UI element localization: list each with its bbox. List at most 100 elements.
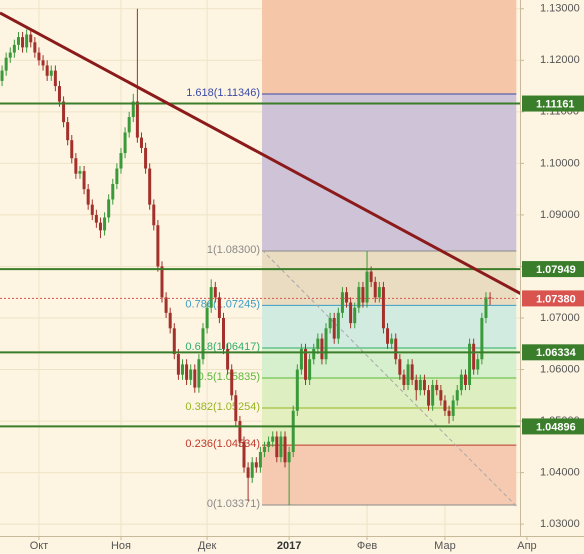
candle-body (476, 359, 480, 370)
candle-body (144, 147, 148, 169)
candle-body (4, 57, 8, 71)
candle-body (78, 171, 82, 174)
candle-body (455, 390, 459, 401)
candle-body (246, 467, 250, 478)
candle-body (193, 369, 197, 388)
candle-body (176, 354, 180, 375)
candle-body (283, 436, 287, 463)
candle-body (402, 374, 406, 385)
candle-body (127, 116, 131, 133)
x-tick-label: Фев (357, 540, 377, 552)
y-tick-label: 1.03000 (540, 518, 580, 530)
candle-body (66, 122, 70, 141)
level-box (522, 418, 584, 435)
candle-body (468, 343, 472, 385)
candle-body (168, 312, 172, 329)
candle-body (25, 34, 29, 48)
candle-body (119, 153, 123, 169)
y-tick-label: 1.07000 (540, 312, 580, 324)
candle-body (21, 37, 25, 48)
candle-body (53, 70, 57, 87)
level-label: 1.07949 (536, 264, 576, 276)
fib-zone (262, 94, 517, 251)
candle-body (336, 312, 340, 339)
candle-body (373, 281, 377, 298)
candle-body (361, 287, 365, 303)
candle-body (431, 384, 435, 406)
candle-body (332, 317, 336, 339)
fib-label: 0.236(1.04534) (185, 438, 260, 450)
candle-body (386, 328, 390, 344)
candle-body (123, 132, 127, 154)
plot-area: 1.618(1.11346) 1(1.08300) 0.786(1.07245) 0.… (0, 0, 520, 536)
candle-body (295, 369, 299, 411)
candle-body (197, 359, 201, 388)
y-tick-label: 1.12000 (540, 54, 580, 66)
candle-body (480, 317, 484, 360)
candle-body (230, 369, 234, 396)
candle-body (398, 359, 402, 375)
x-tick-label: Апр (517, 540, 536, 552)
candle-body (267, 441, 271, 447)
fib-zone (262, 305, 517, 349)
x-tick-label: Мар (434, 540, 456, 552)
candle-body (205, 307, 209, 329)
candle-body (62, 101, 66, 123)
candle-body (279, 436, 283, 458)
candle-body (90, 204, 94, 215)
candle-body (258, 451, 262, 468)
candle-body (160, 266, 164, 298)
candle-body (390, 338, 394, 344)
candle-body (152, 204, 156, 226)
candle-body (340, 292, 344, 313)
candle-body (242, 441, 246, 468)
candle-body (111, 183, 115, 200)
x-tick-label: 2017 (277, 540, 301, 552)
candle-body (410, 364, 414, 380)
fib-label: 0(1.03371) (207, 498, 260, 510)
candle-body (439, 390, 443, 401)
candle-body (33, 42, 37, 53)
candle-body (316, 338, 320, 349)
candle-body (451, 400, 455, 416)
candle-body (357, 287, 361, 308)
last-price-label: 1.07380 (536, 293, 576, 305)
candle-body (263, 446, 267, 452)
candle-body (29, 34, 33, 43)
candle-body (41, 60, 45, 66)
candle-body (324, 328, 328, 360)
candle-body (148, 168, 152, 205)
y-tick-label: 1.06000 (540, 363, 580, 375)
candle-body (98, 222, 102, 231)
fib-zone (262, 445, 517, 506)
candle-body (377, 287, 381, 298)
fib-label: 0.786(1.07245) (185, 298, 260, 310)
candle-body (37, 52, 41, 61)
candle-body (185, 364, 189, 380)
candle-body (74, 158, 78, 174)
candle-body (345, 292, 349, 303)
level-label: 1.11161 (536, 98, 575, 110)
candle-body (394, 338, 398, 360)
candle-body (209, 287, 213, 308)
candle-body (82, 171, 86, 190)
candle-body (353, 307, 357, 324)
candle-body (70, 140, 74, 159)
candle-body (94, 214, 98, 223)
candle-body (320, 338, 324, 360)
candle-body (107, 199, 111, 218)
last-price-box (522, 290, 584, 307)
candle-body (164, 297, 168, 313)
candle-body (139, 137, 143, 148)
candle-body (86, 189, 90, 205)
candle-body (213, 287, 217, 298)
candle-body (115, 168, 119, 184)
candle-body (427, 390, 431, 406)
candle-body (49, 70, 53, 76)
level-label: 1.06334 (536, 347, 577, 359)
candle-body (287, 451, 291, 463)
candle-body (422, 379, 426, 391)
candle-body (250, 462, 254, 478)
